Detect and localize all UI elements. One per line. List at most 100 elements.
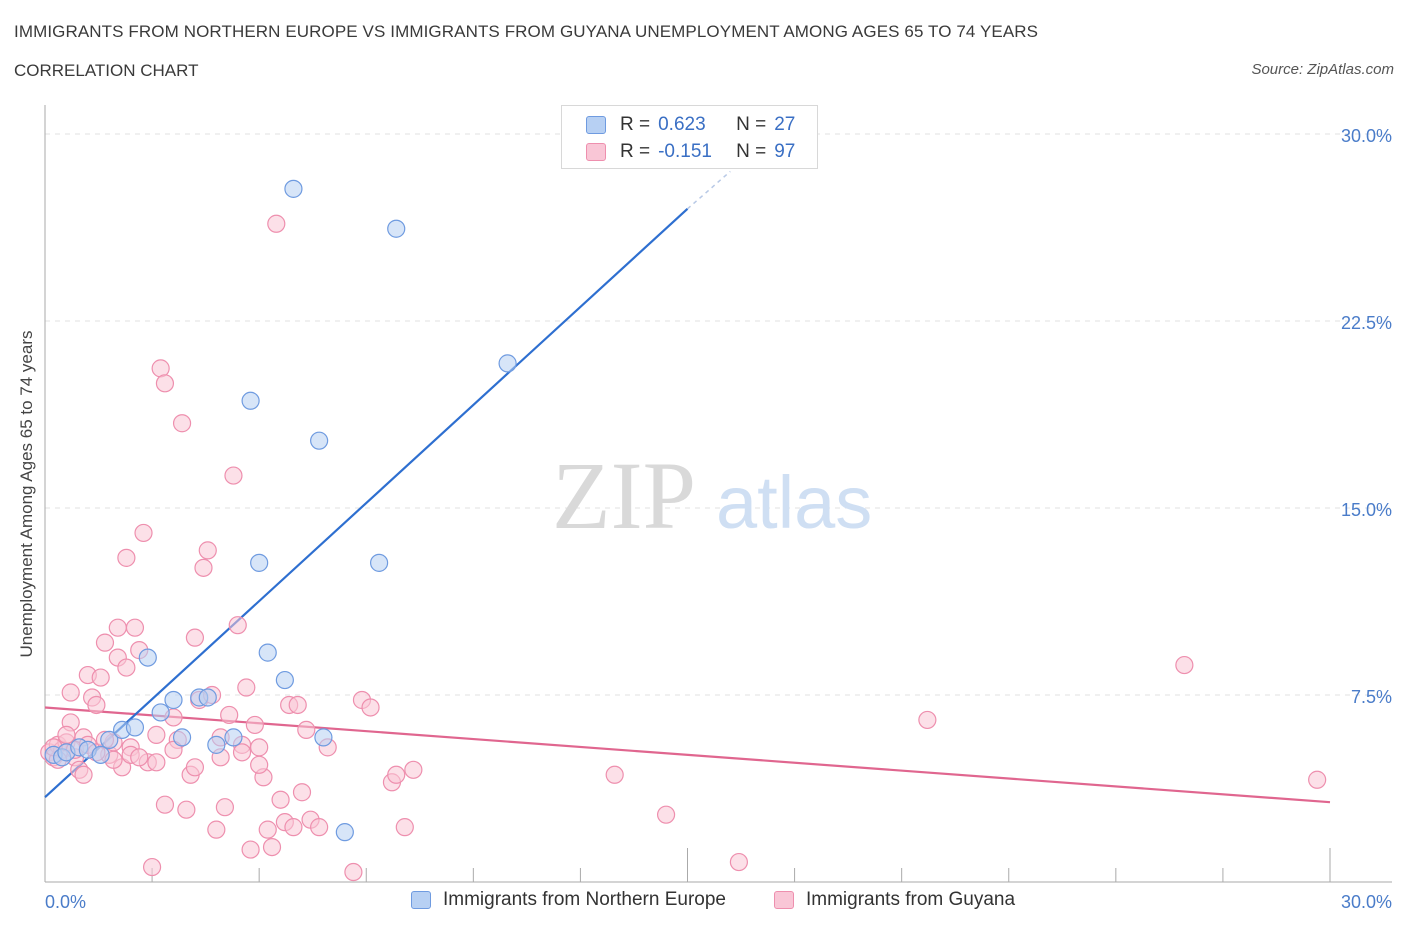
- guyana-point: [172, 414, 192, 433]
- northern-europe-point: [310, 431, 329, 450]
- guyana-point: [151, 359, 170, 378]
- r-label: R =: [620, 114, 651, 135]
- guyana-point: [194, 558, 213, 577]
- guyana-point: [117, 548, 136, 567]
- y-tick-label: 22.5%: [1341, 313, 1392, 333]
- northern-europe-point: [125, 718, 145, 737]
- legend-row-guyana: R = -0.151 N = 97: [586, 140, 795, 164]
- northern-europe-point: [275, 670, 294, 690]
- guyana-point: [185, 628, 205, 647]
- northern-europe-point: [164, 690, 183, 710]
- guyana-point: [57, 725, 76, 744]
- chart-title: IMMIGRANTS FROM NORTHERN EUROPE VS IMMIG…: [14, 22, 1039, 41]
- watermark: ZIP atlas: [552, 442, 872, 549]
- guyana-point: [395, 818, 414, 837]
- guyana-point: [258, 820, 277, 839]
- northern-europe-point: [198, 688, 217, 707]
- guyana-point: [134, 523, 153, 543]
- northern-europe-point: [314, 728, 333, 747]
- guyana-point: [250, 755, 269, 774]
- guyana-point: [1308, 770, 1327, 789]
- bottom-legend-guyana: Immigrants from Guyana: [774, 889, 1015, 911]
- guyana-point: [125, 618, 145, 637]
- guyana-point: [292, 783, 312, 802]
- northern-europe-point: [250, 553, 269, 572]
- guyana-point: [95, 633, 115, 652]
- x-tick-label: 0.0%: [45, 892, 86, 912]
- guyana-point: [237, 678, 256, 697]
- guyana-point: [177, 800, 196, 819]
- guyana-point: [207, 820, 226, 839]
- guyana-point: [245, 715, 264, 735]
- guyana-point: [164, 740, 183, 759]
- guyana-point: [130, 748, 149, 767]
- r-value: -0.151: [658, 141, 712, 162]
- chart-subtitle: CORRELATION CHART: [14, 61, 199, 80]
- northern-europe-trend-extension: [687, 170, 731, 210]
- guyana-point: [310, 818, 329, 837]
- guyana-point: [656, 805, 676, 824]
- guyana-point: [147, 725, 166, 744]
- guyana-point: [361, 698, 380, 717]
- guyana-point: [250, 738, 269, 757]
- northern-europe-point: [100, 730, 119, 749]
- bottom-legend-label: Immigrants from Northern Europe: [443, 889, 726, 910]
- guyana-point: [605, 765, 624, 784]
- bottom-legend-northern-europe: Immigrants from Northern Europe: [411, 889, 726, 911]
- r-label: R =: [620, 141, 651, 162]
- guyana-point: [729, 852, 749, 872]
- guyana-point: [198, 541, 217, 560]
- northern-europe-point: [284, 179, 303, 198]
- northern-europe-point: [387, 219, 406, 238]
- guyana-point: [228, 616, 247, 635]
- northern-europe-point: [498, 354, 517, 373]
- guyana-point: [147, 753, 166, 772]
- y-axis-label: Unemployment Among Ages 65 to 74 years: [17, 331, 36, 658]
- guyana-point: [344, 862, 363, 882]
- northern-europe-point: [335, 823, 354, 842]
- tick-labels: 7.5% 15.0% 22.5% 30.0% 0.0% 30.0%: [45, 126, 1392, 912]
- n-value: 97: [774, 141, 796, 162]
- guyana-point: [74, 765, 93, 784]
- northern-europe-point: [172, 728, 192, 747]
- stats-legend: R = 0.623 N = 27 R = -0.151 N = 97: [561, 105, 818, 169]
- legend-swatch-blue: [586, 116, 606, 134]
- guyana-point: [91, 668, 110, 687]
- guyana-point: [215, 798, 234, 817]
- guyana-point: [262, 837, 282, 857]
- northern-europe-points: [44, 179, 517, 842]
- x-tick-label: 30.0%: [1341, 892, 1392, 912]
- northern-europe-point: [241, 391, 260, 410]
- guyana-point: [220, 705, 239, 725]
- guyana-point: [155, 374, 175, 393]
- guyana-point: [142, 857, 162, 877]
- bottom-legend-label: Immigrants from Guyana: [806, 889, 1016, 910]
- guyana-point: [271, 790, 290, 809]
- northern-europe-point: [138, 648, 157, 667]
- guyana-point: [267, 214, 286, 233]
- y-tick-label: 7.5%: [1351, 687, 1392, 707]
- source-credit: Source: ZipAtlas.com: [1251, 61, 1394, 78]
- guyana-point: [1175, 655, 1194, 675]
- watermark-atlas: atlas: [716, 461, 872, 544]
- y-tick-label: 30.0%: [1341, 126, 1392, 146]
- legend-row-northern-europe: R = 0.623 N = 27: [586, 113, 795, 137]
- northern-europe-trend-line: [44, 207, 689, 799]
- guyana-point: [87, 695, 106, 715]
- guyana-point: [284, 818, 303, 837]
- guyana-point: [918, 710, 937, 730]
- northern-europe-point: [151, 703, 170, 722]
- guyana-point: [117, 658, 136, 677]
- guyana-point: [61, 683, 80, 702]
- n-value: 27: [774, 114, 796, 135]
- guyana-point: [404, 760, 423, 779]
- northern-europe-point: [370, 553, 389, 572]
- northern-europe-point: [224, 728, 243, 747]
- guyana-point: [241, 840, 260, 859]
- n-label: N =: [736, 114, 767, 135]
- guyana-point: [232, 743, 252, 762]
- watermark-zip: ZIP: [552, 442, 696, 549]
- guyana-point: [185, 758, 205, 777]
- northern-europe-point: [207, 735, 226, 754]
